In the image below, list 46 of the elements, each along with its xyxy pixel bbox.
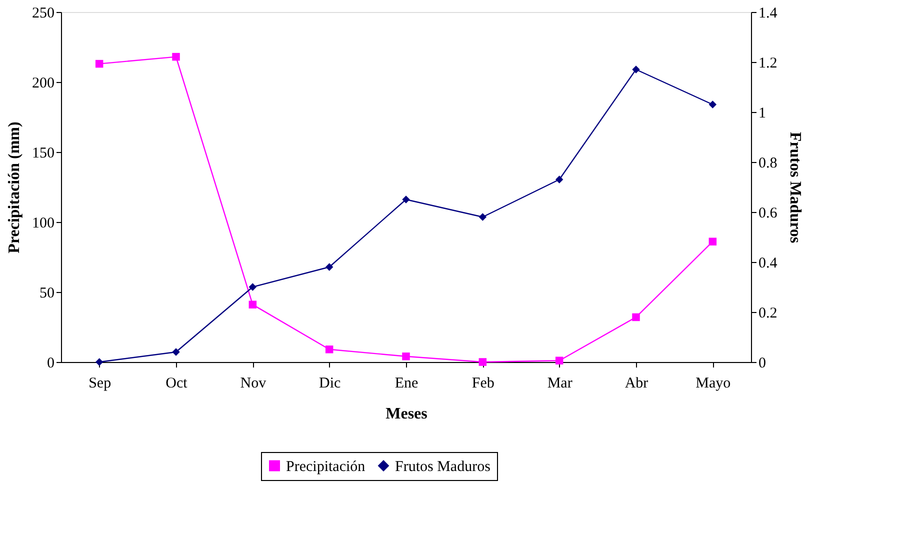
y-tick-label: 100: [32, 216, 54, 232]
point: [325, 346, 334, 354]
y-axis-title: Precipitación (mm): [6, 122, 23, 254]
point: [708, 238, 717, 246]
y-tick-label: 50: [40, 286, 54, 302]
y2-tick-label: 0: [758, 356, 766, 372]
point: [172, 52, 180, 61]
y2-tick-label: 0.4: [758, 256, 778, 272]
point: [478, 358, 487, 366]
y-tick-label: 250: [32, 6, 54, 22]
y-tick-label: 200: [32, 76, 54, 92]
y2-tick-label: 0.8: [758, 156, 778, 172]
x-tick-label: Oct: [166, 376, 188, 392]
y-tick-label: 150: [32, 146, 54, 162]
x-tick-label: Mar: [547, 376, 572, 392]
x-tick-label: Feb: [472, 376, 494, 392]
point: [632, 66, 640, 74]
x-tick-label: Sep: [88, 376, 112, 392]
x-tick-label: Mayo: [696, 376, 731, 392]
point: [95, 60, 104, 68]
point: [248, 300, 257, 308]
point: [555, 356, 564, 364]
point: [708, 100, 717, 108]
y2-tick-label: 1: [758, 106, 766, 122]
y2-tick-label: 0.6: [758, 206, 778, 222]
point: [172, 348, 180, 356]
x-tick-label: Abr: [624, 376, 648, 392]
point: [402, 196, 410, 204]
point: [95, 358, 104, 366]
x-axis-title: Meses: [386, 406, 428, 422]
point: [632, 313, 640, 322]
legend-label: Frutos Maduros: [395, 458, 491, 475]
y2-tick-label: 0.2: [758, 306, 778, 322]
x-tick-label: Ene: [394, 376, 418, 392]
point: [402, 352, 410, 360]
point: [478, 213, 487, 221]
x-tick-label: Dic: [318, 376, 341, 392]
y2-tick-label: 1.4: [758, 6, 778, 22]
x-tick-label: Nov: [240, 376, 267, 392]
point: [325, 263, 334, 271]
point: [248, 283, 257, 291]
y2-tick-label: 1.2: [758, 56, 778, 72]
y-tick-label: 0: [47, 356, 54, 372]
legend-label: Precipitación: [286, 458, 366, 475]
point: [555, 176, 564, 184]
y2-axis-title: Frutos Maduros: [786, 132, 804, 244]
